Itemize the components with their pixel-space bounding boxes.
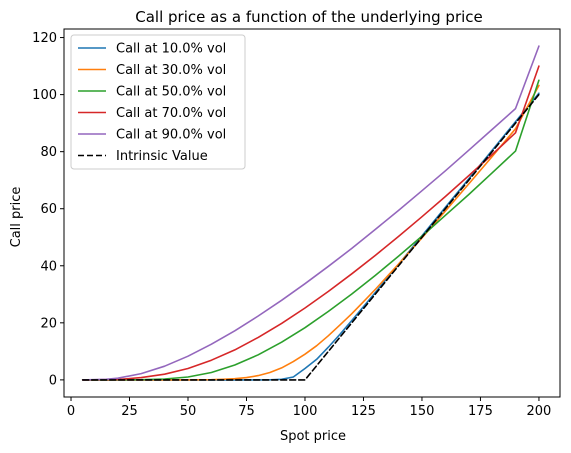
series-line-4: [81, 45, 540, 381]
x-tick-label: 0: [67, 404, 75, 419]
series-lines: [81, 45, 540, 381]
y-tick-label: 40: [40, 259, 57, 274]
chart-title: Call price as a function of the underlyi…: [135, 8, 483, 26]
y-tick-label: 120: [32, 31, 57, 46]
legend: Call at 10.0% vol Call at 30.0% vol Call a…: [70, 34, 246, 170]
x-tick-label: 150: [410, 404, 435, 419]
legend-label-2: Call at 50.0% vol: [116, 85, 226, 100]
y-tick-label: 0: [49, 373, 57, 388]
y-tick-label: 80: [40, 145, 57, 160]
series-line-5: [81, 93, 540, 381]
series-line-1: [81, 84, 540, 381]
series-line-0: [81, 92, 540, 381]
legend-label-4: Call at 90.0% vol: [116, 128, 226, 143]
y-axis-label: Call price: [9, 187, 24, 248]
legend-label-5: Intrinsic Value: [116, 149, 208, 164]
plot-frame: [63, 28, 561, 398]
legend-label-1: Call at 30.0% vol: [116, 63, 226, 78]
x-tick-label: 75: [238, 404, 255, 419]
series-line-2: [81, 79, 540, 381]
x-tick-label: 100: [293, 404, 318, 419]
y-axis-ticks: 0 20 40 60 80 100 120: [32, 31, 64, 388]
x-tick-label: 200: [527, 404, 552, 419]
legend-box: [70, 34, 246, 170]
y-tick-label: 20: [40, 316, 57, 331]
x-axis-ticks: 0 25 50 75 100 125 150 175 200: [67, 397, 551, 419]
series-line-3: [81, 65, 540, 381]
x-tick-label: 125: [351, 404, 376, 419]
x-tick-label: 25: [121, 404, 138, 419]
x-tick-label: 175: [468, 404, 493, 419]
legend-label-0: Call at 10.0% vol: [116, 42, 226, 57]
x-axis-label: Spot price: [280, 429, 346, 444]
x-tick-label: 50: [180, 404, 197, 419]
legend-label-3: Call at 70.0% vol: [116, 106, 226, 121]
y-tick-label: 100: [32, 88, 57, 103]
y-tick-label: 60: [40, 202, 57, 217]
